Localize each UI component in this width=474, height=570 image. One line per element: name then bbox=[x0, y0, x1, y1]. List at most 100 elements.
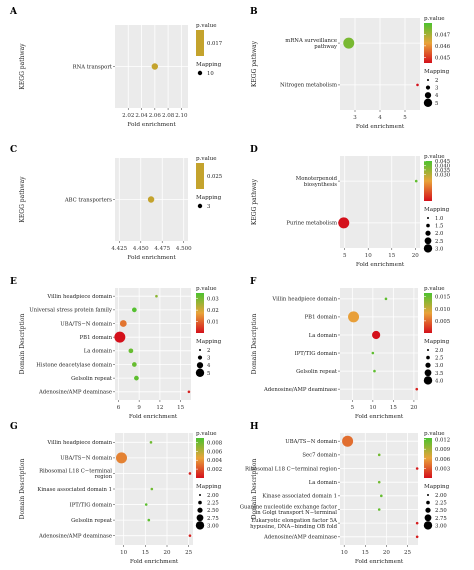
data-point bbox=[131, 307, 137, 313]
y-tick-label: IPT/TIG domain bbox=[295, 351, 338, 357]
data-point bbox=[131, 362, 137, 367]
y-tick-label: Kinase associated domain 1 bbox=[262, 494, 337, 500]
data-point bbox=[373, 369, 376, 373]
size-legend-label: 2.25 bbox=[207, 501, 219, 507]
x-tick-label: 10 bbox=[341, 550, 348, 556]
data-point bbox=[372, 330, 381, 340]
size-legend-title: Mapping bbox=[424, 484, 450, 490]
colorbar-title: p.value bbox=[196, 156, 217, 162]
data-point bbox=[338, 217, 350, 229]
size-legend-key bbox=[196, 362, 204, 369]
colorbar-title: p.value bbox=[196, 431, 217, 437]
y-axis-title: KEGG pathway bbox=[19, 43, 26, 90]
panel-label: C bbox=[10, 145, 17, 155]
plot-background bbox=[340, 433, 418, 545]
colorbar-tick-label: 0.015 bbox=[435, 295, 450, 301]
size-legend-label: 3 bbox=[207, 204, 210, 210]
size-legend-title: Mapping bbox=[424, 339, 450, 345]
x-axis-title: Fold enrichment bbox=[129, 414, 178, 420]
x-tick-label: 15 bbox=[388, 253, 395, 259]
size-legend-key bbox=[425, 85, 431, 90]
x-tick-label: 15 bbox=[362, 550, 369, 556]
data-point bbox=[128, 348, 134, 354]
plot-background bbox=[115, 288, 191, 400]
colorbar-tick-label: 0.006 bbox=[207, 449, 223, 455]
y-tick-label: UBA/TS−N domain bbox=[285, 439, 337, 445]
panel-label: H bbox=[250, 422, 259, 432]
y-tick-label: Villin headpiece domain bbox=[46, 440, 112, 446]
panel-f: F 5 10 15 20 Villin headpiece domain PB1 domai… bbox=[250, 277, 451, 420]
plot-background bbox=[340, 156, 420, 248]
data-point bbox=[371, 351, 375, 355]
size-legend-label: 10 bbox=[207, 71, 214, 77]
y-axis-title: Domain Description bbox=[251, 314, 258, 375]
y-tick-label: Gelsolin repeat bbox=[296, 369, 338, 375]
data-point bbox=[415, 387, 419, 391]
colorbar-tick-label: 0.045 bbox=[435, 159, 450, 165]
colorbar bbox=[424, 161, 432, 201]
x-tick-label: 4.475 bbox=[154, 246, 170, 252]
size-legend-label: 2.00 bbox=[207, 493, 219, 499]
x-tick-label: 25 bbox=[185, 550, 192, 556]
y-tick-label: UBA/TS−N domain bbox=[60, 456, 112, 462]
y-axis-title: Domain Description bbox=[19, 459, 26, 520]
size-legend-label: 4 bbox=[435, 93, 439, 99]
size-legend-key bbox=[199, 494, 201, 496]
size-legend-key bbox=[424, 369, 432, 377]
y-tick-label: Adenosine/AMP deaminase bbox=[263, 387, 337, 393]
size-legend-label: 3 bbox=[207, 356, 210, 362]
colorbar-title: p.value bbox=[424, 154, 445, 160]
y-tick-label: Ribosomal L18 C−terminal region bbox=[245, 466, 338, 472]
colorbar-tick-label: 0.003 bbox=[435, 466, 450, 472]
colorbar-tick-label: 0.030 bbox=[435, 172, 451, 178]
data-point bbox=[342, 435, 354, 447]
x-tick-label: 4.500 bbox=[176, 246, 192, 252]
y-tick-label: RNA transport bbox=[73, 64, 113, 70]
data-point bbox=[147, 518, 151, 522]
panel-label: A bbox=[9, 7, 18, 17]
colorbar-tick-label: 0.005 bbox=[435, 319, 450, 325]
size-legend-label: 5 bbox=[435, 101, 438, 107]
data-point bbox=[144, 503, 148, 506]
size-legend-key bbox=[195, 368, 205, 377]
size-legend-key bbox=[197, 355, 203, 360]
size-legend-label: 2.75 bbox=[435, 516, 447, 522]
y-tick-label: Ribosomal L18 C−terminal region bbox=[39, 468, 113, 480]
size-legend-key bbox=[423, 521, 433, 530]
colorbar-title: p.value bbox=[424, 286, 445, 292]
y-axis-title: KEGG pathway bbox=[19, 176, 26, 223]
size-legend-label: 1.0 bbox=[435, 216, 444, 222]
plot-background bbox=[340, 288, 418, 400]
size-legend-key bbox=[196, 514, 204, 522]
size-legend-title: Mapping bbox=[196, 339, 222, 345]
size-legend-key bbox=[424, 514, 432, 522]
panel-e: E 6 9 12 15 Villin headpiece domain Universal … bbox=[10, 277, 222, 420]
colorbar bbox=[424, 293, 432, 333]
colorbar-title: p.value bbox=[196, 286, 217, 292]
y-axis-title: KEGG pathway bbox=[251, 40, 258, 87]
colorbar bbox=[196, 293, 204, 333]
size-legend-key bbox=[427, 79, 429, 81]
x-axis-title: Fold enrichment bbox=[127, 122, 176, 128]
x-tick-label: 2.06 bbox=[149, 113, 162, 119]
size-legend-label: 2.5 bbox=[435, 239, 443, 245]
x-axis-title: Fold enrichment bbox=[355, 559, 404, 565]
y-tick-label: Universal stress protein family bbox=[29, 308, 112, 314]
size-legend-key bbox=[424, 237, 432, 245]
size-legend-label: 3 bbox=[435, 86, 438, 92]
panel-label: F bbox=[250, 277, 257, 287]
x-tick-label: 2.04 bbox=[135, 113, 148, 119]
size-legend-key bbox=[426, 223, 430, 228]
y-axis-title: Domain Description bbox=[251, 459, 258, 520]
size-legend-key bbox=[424, 92, 432, 99]
colorbar-tick-label: 0.004 bbox=[207, 458, 223, 464]
size-legend-key bbox=[199, 349, 201, 351]
data-point bbox=[377, 453, 381, 457]
x-tick-label: 20 bbox=[412, 253, 419, 259]
x-tick-label: 5 bbox=[403, 115, 407, 121]
colorbar bbox=[196, 438, 204, 478]
x-tick-label: 15 bbox=[142, 550, 149, 556]
colorbar-tick-label: 0.002 bbox=[207, 467, 222, 473]
data-point bbox=[150, 487, 154, 491]
